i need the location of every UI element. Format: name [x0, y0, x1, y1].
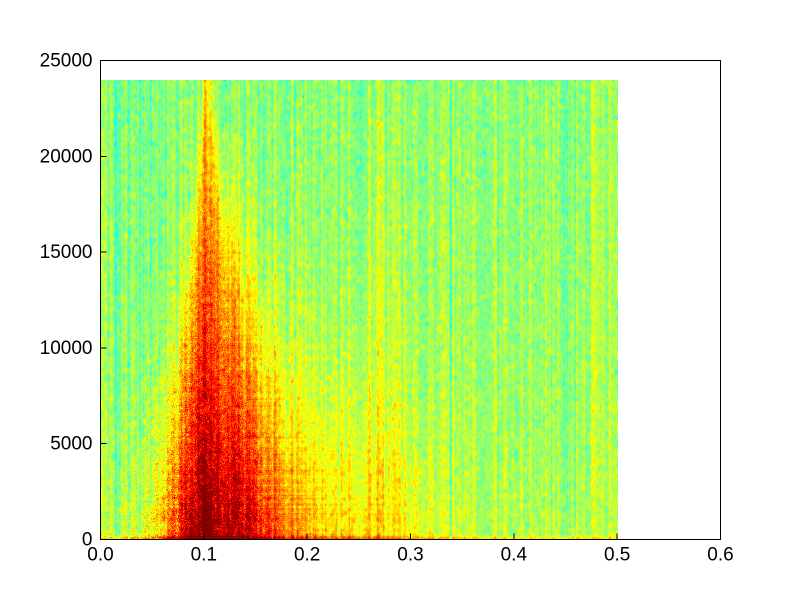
- svg-text:0.2: 0.2: [294, 545, 320, 566]
- svg-text:0: 0: [82, 530, 93, 551]
- svg-text:10000: 10000: [40, 338, 93, 359]
- svg-text:25000: 25000: [40, 51, 93, 72]
- svg-text:0.5: 0.5: [604, 545, 630, 566]
- svg-text:0.1: 0.1: [191, 545, 217, 566]
- svg-text:0.3: 0.3: [397, 545, 423, 566]
- svg-text:20000: 20000: [40, 146, 93, 167]
- svg-text:0.6: 0.6: [707, 545, 733, 566]
- svg-text:5000: 5000: [50, 434, 92, 455]
- svg-text:0.4: 0.4: [501, 545, 528, 566]
- svg-text:15000: 15000: [40, 242, 93, 263]
